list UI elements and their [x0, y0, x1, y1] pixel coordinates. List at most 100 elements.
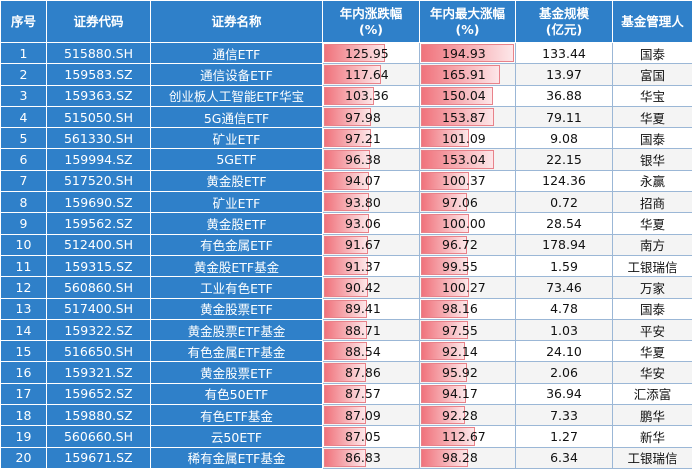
cell-fund-size: 36.94: [516, 383, 613, 404]
cell-name: 黄金股票ETF基金: [151, 319, 323, 340]
cell-ytd-change: 87.09: [323, 405, 420, 426]
value-label: 97.06: [420, 195, 478, 210]
cell-code: 560860.SH: [47, 277, 151, 298]
cell-ytd-change: 117.64: [323, 64, 420, 85]
cell-ytd-change: 89.41: [323, 298, 420, 319]
value-label: 194.93: [420, 46, 486, 61]
value-label: 89.41: [323, 301, 381, 316]
value-label: 88.71: [323, 323, 381, 338]
cell-name: 有色ETF基金: [151, 405, 323, 426]
value-label: 97.55: [420, 323, 478, 338]
cell-code: 159671.SZ: [47, 447, 151, 468]
header-row: 序号证券代码证券名称年内涨跌幅(%)年内最大涨幅(%)基金规模(亿元)基金管理人: [1, 1, 692, 43]
value-label: 87.86: [323, 365, 381, 380]
cell-manager: 万家: [613, 277, 692, 298]
value-label: 96.38: [323, 152, 381, 167]
cell-ytd-change: 90.42: [323, 277, 420, 298]
cell-ytd-max: 112.67: [420, 426, 516, 447]
cell-fund-size: 79.11: [516, 106, 613, 127]
cell-fund-size: 1.27: [516, 426, 613, 447]
cell-manager: 鹏华: [613, 405, 692, 426]
cell-ytd-change: 96.38: [323, 149, 420, 170]
value-label: 98.16: [420, 301, 478, 316]
cell-ytd-max: 101.09: [420, 128, 516, 149]
cell-ytd-change: 87.57: [323, 383, 420, 404]
value-label: 94.07: [323, 173, 381, 188]
cell-ytd-change: 97.21: [323, 128, 420, 149]
value-label: 92.28: [420, 408, 478, 423]
cell-code: 159315.SZ: [47, 255, 151, 276]
value-label: 100.37: [420, 173, 486, 188]
cell-manager: 南方: [613, 234, 692, 255]
cell-fund-size: 28.54: [516, 213, 613, 234]
value-label: 93.80: [323, 195, 381, 210]
cell-ytd-change: 93.80: [323, 192, 420, 213]
cell-index: 19: [1, 426, 47, 447]
cell-code: 159652.SZ: [47, 383, 151, 404]
value-label: 87.05: [323, 429, 381, 444]
value-label: 87.57: [323, 386, 381, 401]
cell-ytd-max: 97.55: [420, 319, 516, 340]
header-fund-size: 基金规模(亿元): [516, 1, 613, 43]
value-label: 95.92: [420, 365, 478, 380]
value-label: 153.04: [420, 152, 486, 167]
cell-index: 2: [1, 64, 47, 85]
cell-name: 工业有色ETF: [151, 277, 323, 298]
value-label: 101.09: [420, 131, 486, 146]
cell-fund-size: 2.06: [516, 362, 613, 383]
cell-ytd-change: 88.54: [323, 341, 420, 362]
cell-manager: 国泰: [613, 298, 692, 319]
cell-code: 515050.SH: [47, 106, 151, 127]
cell-index: 1: [1, 43, 47, 64]
cell-ytd-max: 100.37: [420, 170, 516, 191]
cell-code: 517400.SH: [47, 298, 151, 319]
cell-fund-size: 6.34: [516, 447, 613, 468]
value-label: 99.55: [420, 259, 478, 274]
cell-ytd-change: 87.05: [323, 426, 420, 447]
cell-ytd-max: 150.04: [420, 85, 516, 106]
cell-name: 通信设备ETF: [151, 64, 323, 85]
value-label: 100.00: [420, 216, 486, 231]
cell-index: 6: [1, 149, 47, 170]
cell-ytd-max: 194.93: [420, 43, 516, 64]
cell-ytd-change: 94.07: [323, 170, 420, 191]
cell-name: 有色金属ETF基金: [151, 341, 323, 362]
cell-ytd-max: 92.14: [420, 341, 516, 362]
value-label: 98.28: [420, 450, 478, 465]
cell-code: 561330.SH: [47, 128, 151, 149]
cell-name: 通信ETF: [151, 43, 323, 64]
cell-ytd-change: 103.36: [323, 85, 420, 106]
cell-index: 17: [1, 383, 47, 404]
cell-index: 5: [1, 128, 47, 149]
value-label: 92.14: [420, 344, 478, 359]
header-index: 序号: [1, 1, 47, 43]
cell-name: 矿业ETF: [151, 128, 323, 149]
cell-index: 9: [1, 213, 47, 234]
cell-name: 黄金股票ETF: [151, 362, 323, 383]
cell-code: 159321.SZ: [47, 362, 151, 383]
cell-fund-size: 133.44: [516, 43, 613, 64]
cell-manager: 华夏: [613, 106, 692, 127]
cell-name: 稀有金属ETF基金: [151, 447, 323, 468]
cell-ytd-max: 98.28: [420, 447, 516, 468]
cell-index: 7: [1, 170, 47, 191]
cell-ytd-change: 91.37: [323, 255, 420, 276]
value-label: 125.95: [323, 46, 389, 61]
value-label: 91.37: [323, 259, 381, 274]
value-label: 91.67: [323, 237, 381, 252]
cell-fund-size: 4.78: [516, 298, 613, 319]
cell-fund-size: 7.33: [516, 405, 613, 426]
cell-fund-size: 124.36: [516, 170, 613, 191]
cell-name: 5G通信ETF: [151, 106, 323, 127]
cell-name: 矿业ETF: [151, 192, 323, 213]
